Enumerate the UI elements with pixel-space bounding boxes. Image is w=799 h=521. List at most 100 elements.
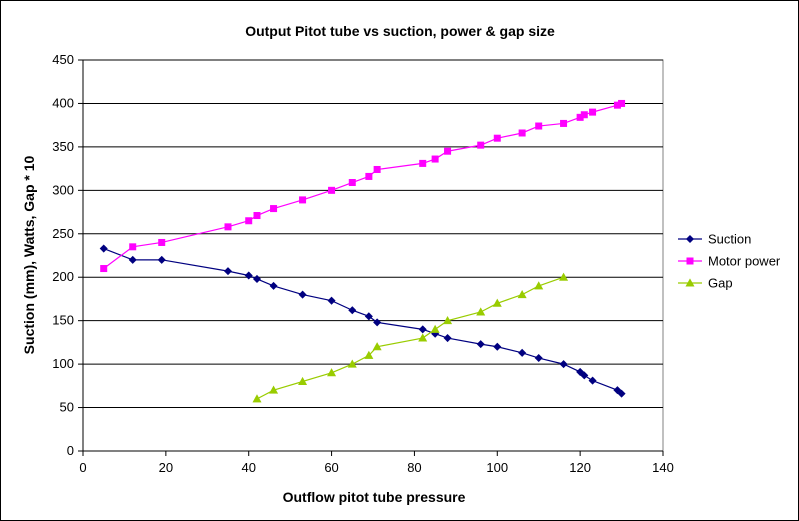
legend: Suction Motor power Gap	[678, 232, 781, 291]
data-point-suction	[364, 312, 373, 321]
data-point-suction	[298, 290, 307, 299]
data-point-motor-power	[245, 217, 253, 225]
data-point-motor-power	[560, 119, 568, 127]
tick-labels: 0 50 100 150 200 250 300 350 400 450 0 20 40 60 80 100 1…	[52, 52, 674, 475]
y-tick-label: 100	[52, 356, 74, 371]
data-point-suction	[559, 360, 568, 369]
data-point-motor-power	[618, 99, 626, 107]
data-point-motor-power	[100, 265, 108, 273]
data-point-motor-power	[253, 212, 261, 220]
y-tick-label: 400	[52, 95, 74, 110]
x-tick-label: 0	[79, 460, 86, 475]
y-tick-label: 150	[52, 313, 74, 328]
data-point-suction	[443, 334, 452, 343]
data-point-suction	[327, 296, 336, 305]
axes	[78, 59, 664, 456]
data-point-motor-power	[373, 165, 381, 173]
y-tick-label: 200	[52, 269, 74, 284]
legend-marker-suction	[685, 234, 695, 244]
data-point-motor-power	[328, 186, 336, 194]
data-point-motor-power	[158, 238, 166, 246]
chart-title: Output Pitot tube vs suction, power & ga…	[245, 23, 555, 39]
legend-item-motor-power: Motor power	[678, 254, 781, 269]
data-point-motor-power	[431, 155, 439, 163]
data-point-suction	[99, 244, 108, 253]
y-tick-label: 350	[52, 139, 74, 154]
y-tick-label: 450	[52, 52, 74, 67]
x-tick-label: 120	[569, 460, 591, 475]
data-point-gap	[298, 376, 308, 385]
legend-marker-gap	[685, 278, 695, 287]
data-point-gap	[476, 307, 486, 316]
data-point-motor-power	[444, 147, 452, 155]
data-point-suction	[613, 386, 622, 395]
data-point-suction	[493, 342, 502, 351]
data-point-gap	[559, 272, 569, 281]
data-point-suction	[252, 274, 262, 283]
data-point-suction	[534, 354, 543, 363]
data-point-suction	[418, 325, 427, 334]
data-point-gap	[364, 350, 374, 359]
data-point-motor-power	[589, 108, 597, 116]
x-tick-label: 20	[159, 460, 173, 475]
x-tick-label: 40	[241, 460, 255, 475]
data-point-gap	[269, 385, 279, 394]
data-point-suction	[518, 348, 527, 357]
data-point-suction	[244, 271, 253, 280]
y-tick-label: 50	[60, 400, 74, 415]
data-point-gap	[372, 342, 382, 351]
legend-label-motor-power: Motor power	[708, 254, 781, 269]
data-point-gap	[252, 394, 262, 403]
data-point-suction	[223, 267, 233, 276]
data-point-motor-power	[518, 129, 526, 137]
y-tick-label: 300	[52, 182, 74, 197]
legend-label-gap: Gap	[708, 276, 733, 291]
data-point-gap	[430, 324, 440, 333]
data-point-motor-power	[348, 179, 356, 187]
data-point-gap	[492, 298, 502, 307]
data-point-motor-power	[535, 122, 543, 130]
data-point-gap	[347, 359, 357, 368]
y-axis-title: Suction (mm), Watts, Gap * 10	[21, 155, 37, 354]
data-point-gap	[327, 368, 337, 377]
data-point-suction	[476, 340, 485, 349]
data-point-motor-power	[477, 141, 485, 149]
data-point-motor-power	[365, 172, 373, 180]
data-point-suction	[269, 281, 278, 290]
data-point-motor-power	[129, 243, 137, 251]
data-point-motor-power	[270, 205, 278, 213]
data-point-suction	[348, 306, 357, 315]
x-tick-label: 80	[407, 460, 421, 475]
legend-item-gap: Gap	[678, 276, 733, 291]
series-suction	[99, 244, 626, 398]
legend-label-suction: Suction	[708, 232, 751, 247]
legend-marker-motor-power	[686, 257, 694, 265]
data-point-gap	[534, 281, 544, 290]
data-point-motor-power	[419, 159, 427, 167]
data-point-motor-power	[299, 196, 307, 204]
y-tick-label: 250	[52, 226, 74, 241]
series-group	[99, 99, 626, 403]
data-point-gap	[443, 316, 453, 325]
data-point-suction	[617, 389, 626, 398]
legend-item-suction: Suction	[678, 232, 751, 247]
data-point-suction	[157, 255, 166, 264]
series-gap	[252, 272, 569, 403]
data-point-suction	[128, 255, 137, 264]
data-point-suction	[373, 318, 382, 327]
x-tick-label: 140	[652, 460, 674, 475]
data-point-suction	[588, 376, 597, 385]
data-point-gap	[418, 333, 428, 342]
data-point-gap	[517, 289, 527, 299]
y-tick-label: 0	[67, 443, 74, 458]
gridlines	[83, 59, 663, 409]
data-point-suction	[580, 371, 589, 380]
x-tick-label: 60	[324, 460, 338, 475]
data-point-motor-power	[580, 111, 588, 119]
x-axis-title: Outflow pitot tube pressure	[283, 489, 466, 505]
series-motor-power	[100, 99, 626, 273]
x-tick-label: 100	[486, 460, 508, 475]
data-point-motor-power	[224, 223, 232, 231]
data-point-motor-power	[493, 134, 501, 142]
